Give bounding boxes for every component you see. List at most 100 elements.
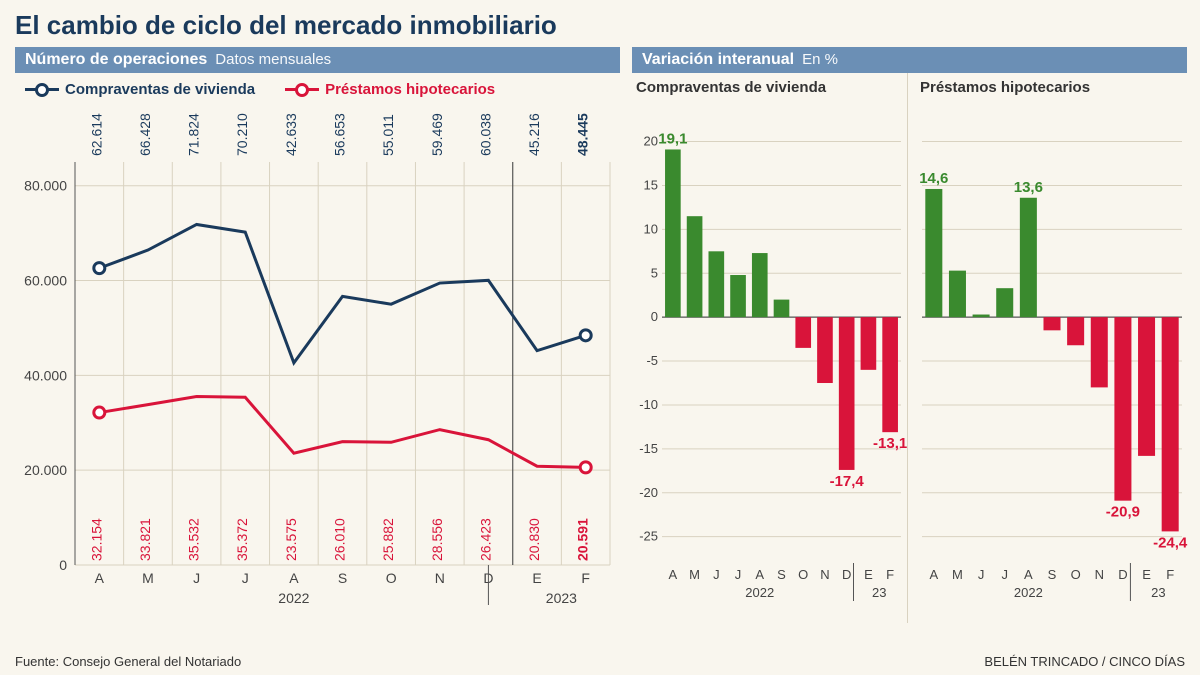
bar-chart-2: Préstamos hipotecarios 14,6 13,6 -20,9 -24,… — [916, 73, 1188, 623]
svg-text:26.423: 26.423 — [477, 518, 493, 561]
svg-text:19,1: 19,1 — [658, 130, 687, 147]
svg-text:E: E — [864, 567, 873, 582]
svg-text:10: 10 — [644, 221, 658, 236]
left-panel: Número de operaciones Datos mensuales Co… — [15, 47, 620, 625]
right-panel: Variación interanual En % Compraventas d… — [632, 47, 1187, 625]
svg-text:D: D — [842, 567, 851, 582]
svg-text:66.428: 66.428 — [137, 113, 153, 156]
svg-text:M: M — [689, 567, 700, 582]
bar-chart-1-title: Compraventas de vivienda — [632, 73, 907, 98]
svg-text:-15: -15 — [639, 441, 658, 456]
main-title: El cambio de ciclo del mercado inmobilia… — [15, 10, 1185, 41]
svg-text:M: M — [142, 570, 154, 586]
svg-text:-10: -10 — [639, 397, 658, 412]
legend-item-2: Préstamos hipotecarios — [285, 81, 495, 98]
svg-text:0: 0 — [59, 557, 67, 573]
svg-text:71.824: 71.824 — [186, 113, 202, 156]
right-header-sub: En % — [802, 51, 838, 68]
svg-text:O: O — [386, 570, 397, 586]
left-header-sub: Datos mensuales — [215, 51, 331, 68]
svg-text:-25: -25 — [639, 529, 658, 544]
svg-text:E: E — [1142, 567, 1151, 582]
svg-text:26.010: 26.010 — [332, 518, 348, 561]
svg-text:O: O — [798, 567, 808, 582]
svg-text:20.591: 20.591 — [575, 518, 591, 561]
svg-text:-13,1: -13,1 — [873, 435, 907, 452]
svg-text:M: M — [952, 567, 963, 582]
svg-text:S: S — [338, 570, 347, 586]
svg-text:23: 23 — [1151, 585, 1165, 600]
legend-circle-icon — [35, 83, 49, 97]
svg-text:N: N — [1095, 567, 1104, 582]
legend: Compraventas de vivienda Préstamos hipot… — [15, 73, 620, 100]
svg-text:J: J — [735, 567, 742, 582]
left-header-bold: Número de operaciones — [25, 51, 207, 69]
svg-text:J: J — [978, 567, 985, 582]
svg-text:55.011: 55.011 — [380, 114, 396, 156]
svg-text:15: 15 — [644, 177, 658, 192]
svg-text:J: J — [1001, 567, 1008, 582]
svg-text:N: N — [435, 570, 445, 586]
svg-text:S: S — [777, 567, 786, 582]
svg-text:-24,4: -24,4 — [1153, 534, 1188, 551]
svg-text:A: A — [1024, 567, 1033, 582]
svg-text:0: 0 — [651, 309, 658, 324]
svg-text:2022: 2022 — [278, 590, 309, 606]
svg-text:F: F — [886, 567, 894, 582]
svg-text:20.830: 20.830 — [526, 518, 542, 561]
legend-circle-icon — [295, 83, 309, 97]
svg-text:20.000: 20.000 — [24, 462, 67, 478]
legend-label-2: Préstamos hipotecarios — [325, 81, 495, 98]
svg-text:59.469: 59.469 — [429, 113, 445, 156]
svg-text:20: 20 — [644, 134, 658, 149]
svg-text:23.575: 23.575 — [283, 518, 299, 561]
credit-text: BELÉN TRINCADO / CINCO DÍAS — [984, 654, 1185, 669]
svg-text:2022: 2022 — [745, 585, 774, 600]
source-text: Fuente: Consejo General del Notariado — [15, 654, 241, 669]
svg-text:23: 23 — [872, 585, 886, 600]
footer: Fuente: Consejo General del Notariado BE… — [15, 654, 1185, 669]
line-chart: 0 20.000 40.000 60.000 80.000 62.614 66.428 71.… — [15, 100, 620, 625]
svg-text:33.821: 33.821 — [137, 518, 153, 561]
legend-label-1: Compraventas de vivienda — [65, 81, 255, 98]
svg-text:5: 5 — [651, 265, 658, 280]
bar-chart-1: Compraventas de vivienda -25 -20 -15 -10 -5 0… — [632, 73, 908, 623]
svg-text:A: A — [95, 570, 105, 586]
svg-text:J: J — [193, 570, 200, 586]
bar-chart-2-title: Préstamos hipotecarios — [916, 73, 1188, 98]
svg-text:35.372: 35.372 — [234, 518, 250, 561]
svg-text:E: E — [532, 570, 541, 586]
svg-text:O: O — [1071, 567, 1081, 582]
svg-text:N: N — [820, 567, 829, 582]
legend-item-1: Compraventas de vivienda — [25, 81, 255, 98]
svg-text:-20,9: -20,9 — [1106, 504, 1140, 521]
svg-text:J: J — [242, 570, 249, 586]
svg-text:F: F — [581, 570, 590, 586]
svg-text:S: S — [1048, 567, 1057, 582]
svg-text:13,6: 13,6 — [1014, 179, 1043, 196]
svg-text:14,6: 14,6 — [919, 170, 948, 187]
svg-text:D: D — [1118, 567, 1127, 582]
svg-text:70.210: 70.210 — [234, 113, 250, 156]
svg-text:60.038: 60.038 — [477, 113, 493, 156]
svg-text:35.532: 35.532 — [186, 518, 202, 561]
svg-text:J: J — [713, 567, 720, 582]
right-header-bold: Variación interanual — [642, 51, 794, 69]
svg-text:40.000: 40.000 — [24, 367, 67, 383]
svg-text:F: F — [1166, 567, 1174, 582]
legend-line-icon — [25, 88, 59, 91]
svg-text:48.445: 48.445 — [575, 113, 591, 156]
svg-text:80.000: 80.000 — [24, 178, 67, 194]
svg-text:A: A — [755, 567, 764, 582]
svg-text:2023: 2023 — [546, 590, 577, 606]
svg-text:60.000: 60.000 — [24, 273, 67, 289]
svg-text:42.633: 42.633 — [283, 113, 299, 156]
left-panel-header: Número de operaciones Datos mensuales — [15, 47, 620, 73]
svg-text:62.614: 62.614 — [88, 113, 104, 156]
svg-text:-20: -20 — [639, 485, 658, 500]
svg-text:25.882: 25.882 — [380, 518, 396, 561]
svg-text:45.216: 45.216 — [526, 113, 542, 156]
svg-text:28.556: 28.556 — [429, 518, 445, 561]
svg-text:56.653: 56.653 — [332, 113, 348, 156]
svg-text:-5: -5 — [646, 353, 658, 368]
